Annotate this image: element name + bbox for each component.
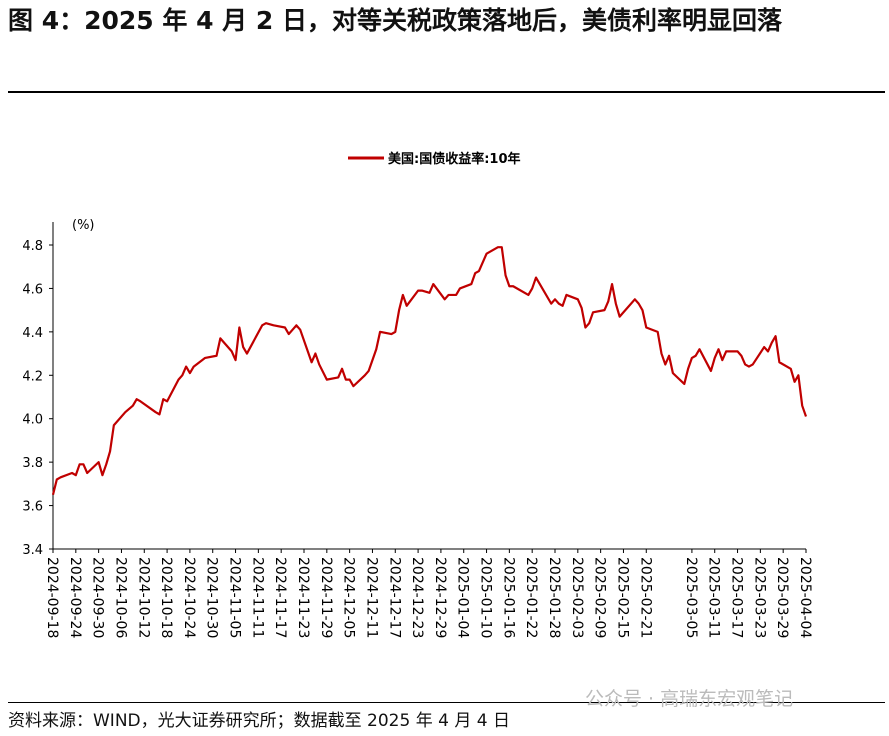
watermark: 公众号 · 高瑞东宏观笔记: [585, 688, 794, 710]
x-tick-label: 2024-10-12: [135, 557, 151, 638]
y-tick-label: 4.6: [22, 282, 43, 297]
x-tick-label: 2025-01-10: [478, 557, 494, 638]
y-tick-label: 3.4: [22, 543, 43, 558]
y-tick-label: 4.0: [22, 413, 43, 428]
x-tick-label: 2024-11-11: [249, 557, 265, 638]
x-tick-label: 2024-12-23: [409, 557, 425, 638]
x-tick-label: 2025-03-11: [706, 557, 722, 638]
x-tick-label: 2024-12-11: [363, 557, 379, 638]
x-tick-label: 2025-01-16: [500, 557, 516, 638]
x-tick-label: 2025-04-04: [797, 557, 813, 638]
x-tick-label: 2024-09-30: [90, 557, 106, 638]
x-tick-label: 2025-02-15: [614, 557, 630, 638]
x-tick-label: 2025-03-29: [774, 557, 790, 638]
y-tick-label: 3.6: [22, 500, 43, 515]
x-tick-label: 2025-03-23: [751, 557, 767, 638]
y-unit: (%): [72, 218, 95, 233]
chart-title: 图 4：2025 年 4 月 2 日，对等关税政策落地后，美债利率明显回落: [8, 6, 782, 35]
x-tick-label: 2025-01-28: [546, 557, 562, 638]
x-tick-label: 2024-10-24: [181, 557, 197, 638]
x-tick-label: 2024-10-18: [158, 557, 174, 638]
x-tick-label: 2024-10-30: [204, 557, 220, 638]
line: [51, 246, 808, 495]
x-tick-label: 2024-12-05: [341, 557, 357, 638]
x-tick-label: 2025-02-03: [569, 557, 585, 638]
rule: [8, 702, 885, 703]
y-tick-label: 4.8: [22, 239, 43, 254]
x-tick-label: 2025-03-17: [729, 557, 745, 638]
source: 资料来源：WIND，光大证券研究所；数据截至 2025 年 4 月 4 日: [8, 711, 510, 731]
x-tick-label: 2025-01-04: [455, 557, 471, 638]
x-tick-label: 2025-01-22: [523, 557, 539, 638]
x-tick-label: 2024-11-23: [295, 557, 311, 638]
x-tick-label: 2025-03-05: [683, 557, 699, 638]
x-tick-label: 2024-11-17: [272, 557, 288, 638]
x-tick-label: 2024-11-29: [318, 557, 334, 638]
x-tick-label: 2024-09-18: [44, 557, 60, 638]
legend-label: 美国:国债收益率:10年: [388, 151, 521, 167]
y-tick-label: 3.8: [22, 456, 43, 471]
x-tick-label: 2025-02-21: [637, 557, 653, 638]
y-tick-label: 4.4: [22, 326, 43, 341]
rule: [8, 91, 885, 93]
x-tick-label: 2025-02-09: [592, 557, 608, 638]
x-tick-label: 2024-12-29: [432, 557, 448, 638]
x-tick-label: 2024-09-24: [67, 557, 83, 638]
x-tick-label: 2024-11-05: [227, 557, 243, 638]
y-tick-label: 4.2: [22, 369, 43, 384]
x-tick-label: 2024-10-06: [112, 557, 128, 638]
chart: (%) 3.4 3.6 3.8 4.0 4.2 4.4 4.6 4.8 2024-09-18 202…: [22, 151, 813, 638]
x-tick-label: 2024-12-17: [386, 557, 402, 638]
